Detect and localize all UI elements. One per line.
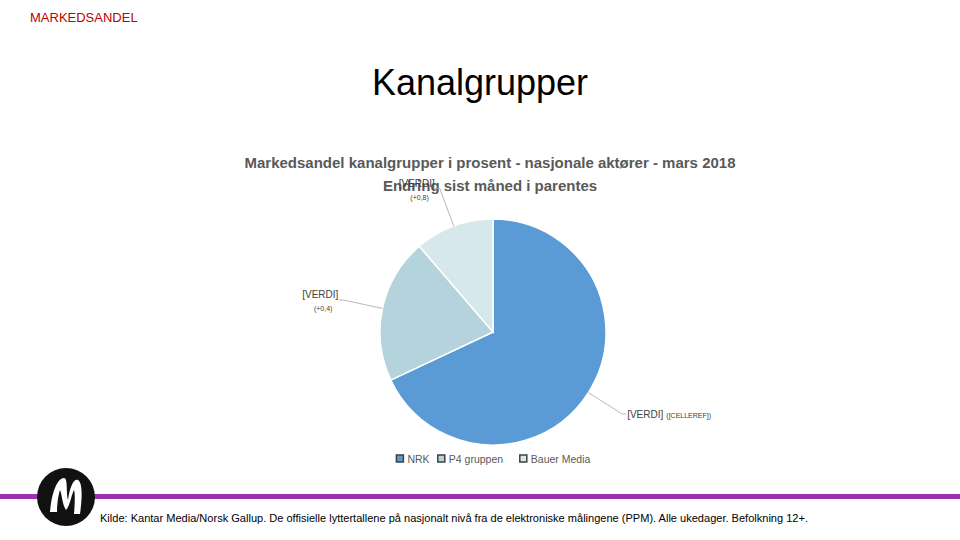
- legend-swatch: [396, 455, 403, 462]
- legend-swatch: [438, 455, 445, 462]
- change-label: (+0,8): [410, 194, 428, 202]
- page-title: Kanalgrupper: [372, 62, 588, 103]
- logo-mark: [50, 478, 82, 514]
- stage: MARKEDSANDEL Kanalgrupper Markedsandel kan…: [0, 0, 960, 540]
- value-label: [VERDI]: [399, 178, 435, 189]
- leader-line: [436, 189, 454, 227]
- value-label: [VERDI]: [302, 289, 338, 300]
- legend-label: P4 gruppen: [449, 453, 503, 465]
- slices: [380, 219, 606, 445]
- legend: NRK P4 gruppen Bauer Media: [396, 453, 590, 465]
- data-label: [VERDI]([CELLEREF]): [627, 409, 711, 420]
- leader-line: [339, 300, 382, 308]
- logo: [37, 468, 95, 526]
- pie-slice: [419, 219, 493, 332]
- source-note: Kilde: Kantar Media/Norsk Gallup. De off…: [100, 513, 808, 524]
- chart-subtitle: Endring sist måned i parentes: [383, 177, 597, 194]
- chart-title: Markedsandel kanalgrupper i prosent - na…: [244, 154, 735, 171]
- section-label: MARKEDSANDEL: [30, 10, 138, 25]
- legend-swatch: [520, 455, 527, 462]
- data-labels: [VERDI]([CELLEREF])[VERDI](+0,4)[VERDI](…: [302, 178, 711, 420]
- legend-label: NRK: [407, 453, 429, 465]
- change-label: ([CELLEREF]): [666, 412, 711, 420]
- footer-band: [0, 494, 960, 499]
- legend-label: Bauer Media: [531, 453, 591, 465]
- change-label: (+0,4): [314, 305, 332, 313]
- leader-line: [588, 393, 626, 414]
- value-label: [VERDI]: [627, 409, 663, 420]
